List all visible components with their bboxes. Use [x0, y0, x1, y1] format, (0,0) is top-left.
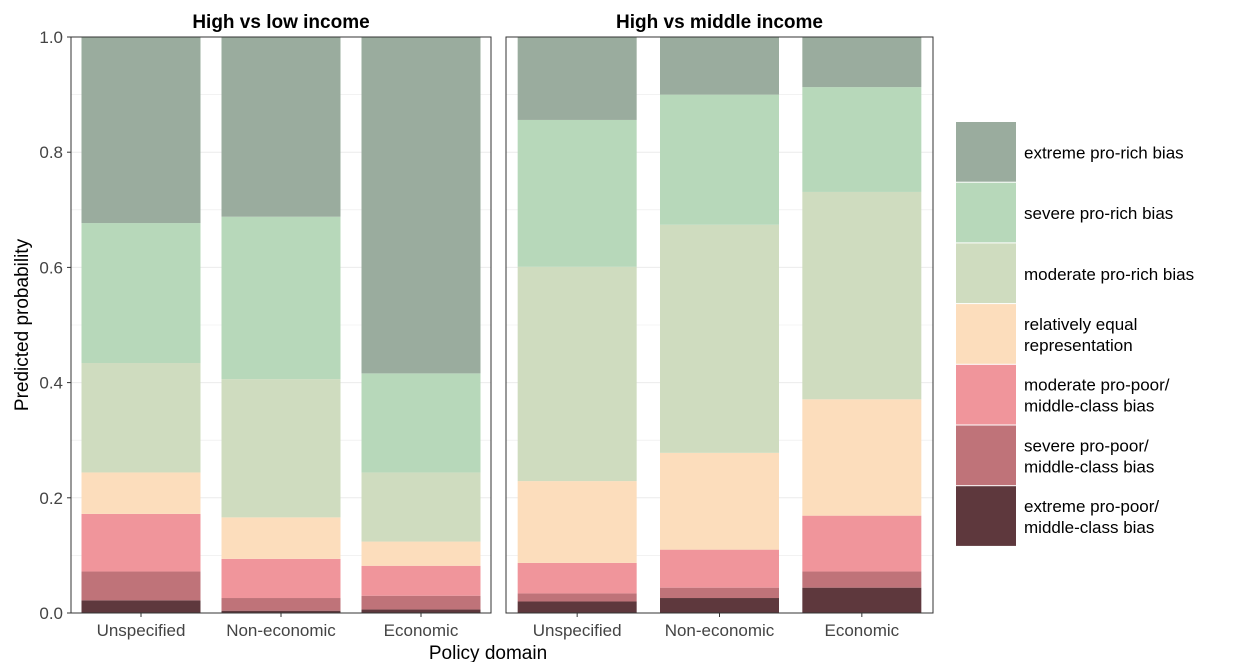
panel-border — [505, 36, 934, 614]
x-tick-label: Non-economic — [665, 621, 775, 640]
legend-key — [956, 486, 1016, 546]
panels-group: Unspecified Non-economic Economic High vs l… — [70, 12, 934, 640]
bar-segment — [361, 37, 481, 374]
x-tick-label: Unspecified — [533, 621, 622, 640]
bar-segment — [517, 266, 637, 482]
bar-segment — [517, 37, 637, 120]
bar-segment — [81, 571, 201, 601]
y-tick-label: 0.4 — [39, 374, 63, 393]
bar-segment — [802, 587, 922, 613]
bar-segment — [802, 37, 922, 88]
bar-segment — [660, 94, 779, 225]
y-tick-label: 1.0 — [39, 28, 63, 47]
bar-segment — [221, 517, 341, 559]
legend-key — [956, 425, 1016, 486]
bar-segment — [802, 571, 922, 588]
x-axis-title: Policy domain — [429, 643, 547, 662]
bar-segment — [221, 216, 341, 380]
bar-segment — [802, 87, 922, 192]
bar-segment — [81, 600, 201, 613]
bar-segment — [517, 601, 637, 613]
bars — [81, 37, 481, 613]
legend-label: extreme pro-rich bias — [1024, 143, 1184, 162]
y-tick-label: 0.8 — [39, 143, 63, 162]
bar-segment — [361, 595, 481, 610]
legend-label: relatively equal representation — [1024, 315, 1137, 355]
legend-key — [956, 182, 1016, 243]
legend-label: moderate pro-rich bias — [1024, 265, 1194, 284]
bar-segment — [221, 598, 341, 611]
legend-key — [956, 364, 1016, 425]
bar-segment — [660, 587, 779, 599]
bar-segment — [81, 472, 201, 514]
y-axis-title: Predicted probability — [12, 238, 33, 411]
bar-segment — [221, 558, 341, 599]
bar-segment — [660, 37, 779, 95]
x-tick-label: Economic — [384, 621, 459, 640]
y-axis: 0.0 0.2 0.4 0.6 0.8 1.0 — [39, 28, 71, 623]
bar-segment — [517, 481, 637, 563]
bar-segment — [802, 515, 922, 572]
bar-segment — [81, 223, 201, 364]
bar-segment — [221, 610, 341, 613]
bar-segment — [517, 119, 637, 267]
panel-title: High vs low income — [192, 12, 369, 33]
bar-segment — [361, 565, 481, 596]
y-tick-label: 0.2 — [39, 489, 63, 508]
bar-segment — [660, 598, 779, 613]
bar-segment — [81, 513, 201, 572]
legend-key — [956, 243, 1016, 304]
legend: extreme pro-rich bias severe pro-rich bia… — [956, 122, 1194, 546]
bar-segment — [802, 191, 922, 400]
legend-key — [956, 304, 1016, 364]
legend-label: moderate pro-poor/middle-class bias — [1024, 376, 1170, 416]
bar-segment — [361, 373, 481, 473]
panel-title: High vs middle income — [616, 12, 823, 33]
legend-label: severe pro-rich bias — [1024, 204, 1173, 223]
bar-segment — [81, 363, 201, 473]
panel-1: Unspecified Non-economic Economic High vs m… — [505, 12, 934, 640]
x-tick-label: Unspecified — [97, 621, 186, 640]
legend-label: severe pro-poor/middle-class bias — [1024, 436, 1154, 476]
x-tick-label: Non-economic — [226, 621, 336, 640]
legend-key — [956, 122, 1016, 182]
bar-segment — [221, 37, 341, 217]
bars — [517, 37, 922, 613]
x-tick-label: Economic — [825, 621, 900, 640]
bar-segment — [660, 452, 779, 550]
bar-segment — [517, 593, 637, 602]
bar-segment — [517, 562, 637, 594]
panel-border — [70, 36, 492, 614]
y-tick-label: 0.6 — [39, 258, 63, 277]
bar-segment — [81, 37, 201, 224]
bar-segment — [221, 379, 341, 518]
bar-segment — [660, 549, 779, 588]
bar-segment — [660, 224, 779, 453]
bar-segment — [802, 399, 922, 516]
panel-0: Unspecified Non-economic Economic High vs l… — [70, 12, 492, 640]
legend-label: extreme pro-poor/middle-class bias — [1024, 497, 1159, 537]
bar-segment — [361, 541, 481, 566]
bar-segment — [361, 472, 481, 542]
bar-segment — [361, 609, 481, 613]
y-tick-label: 0.0 — [39, 604, 63, 623]
